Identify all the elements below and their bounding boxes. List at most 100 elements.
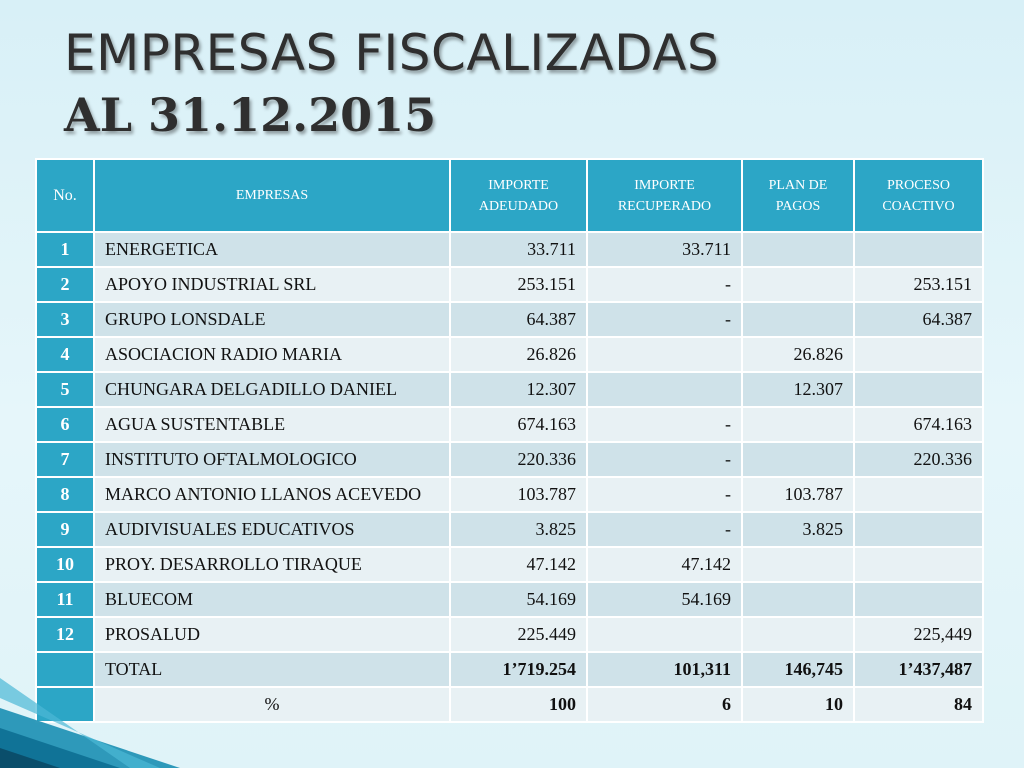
total-label: TOTAL — [93, 651, 451, 688]
row-no: 12 — [35, 616, 95, 653]
row-importe-adeudado: 47.142 — [449, 546, 588, 583]
row-plan-de-pagos: 3.825 — [741, 511, 855, 548]
row-importe-adeudado: 64.387 — [449, 301, 588, 338]
header-plan-de-pagos-line2: PAGOS — [775, 198, 821, 214]
title-line-2: AL 31.12.2015 — [64, 88, 437, 142]
row-importe-adeudado: 33.711 — [449, 231, 588, 268]
row-plan-de-pagos — [741, 266, 855, 303]
row-proceso-coactivo: 253.151 — [853, 266, 984, 303]
row-plan-de-pagos: 12.307 — [741, 371, 855, 408]
header-empresas: EMPRESAS — [93, 158, 451, 233]
row-plan-de-pagos — [741, 616, 855, 653]
table-row: 1 ENERGETICA 33.711 33.711 — [35, 231, 984, 268]
row-plan-de-pagos — [741, 231, 855, 268]
row-empresa: MARCO ANTONIO LLANOS ACEVEDO — [93, 476, 451, 513]
row-importe-adeudado: 26.826 — [449, 336, 588, 373]
row-no: 7 — [35, 441, 95, 478]
table-row: 8 MARCO ANTONIO LLANOS ACEVEDO 103.787-103… — [35, 476, 984, 513]
row-no: 5 — [35, 371, 95, 408]
title-line-1: EMPRESAS FISCALIZADAS — [64, 24, 720, 82]
slide-title: EMPRESAS FISCALIZADAS AL 31.12.2015 — [64, 22, 719, 146]
table-row: 11 BLUECOM 54.169 54.169 — [35, 581, 984, 618]
row-proceso-coactivo: 674.163 — [853, 406, 984, 443]
total-proceso: 1’437,487 — [853, 651, 984, 688]
total-plan: 146,745 — [741, 651, 855, 688]
row-proceso-coactivo — [853, 511, 984, 548]
row-importe-recuperado: - — [586, 301, 743, 338]
row-proceso-coactivo: 225,449 — [853, 616, 984, 653]
row-proceso-coactivo — [853, 231, 984, 268]
row-importe-recuperado: - — [586, 476, 743, 513]
row-plan-de-pagos — [741, 546, 855, 583]
table-body: 1 ENERGETICA 33.711 33.711 2 APOYO INDUSTRIAL… — [35, 231, 984, 723]
table-row: 6 AGUA SUSTENTABLE 674.163-674.163 — [35, 406, 984, 443]
row-no: 10 — [35, 546, 95, 583]
row-no: 1 — [35, 231, 95, 268]
row-proceso-coactivo — [853, 476, 984, 513]
header-plan-de-pagos: PLAN DE PAGOS — [741, 158, 855, 233]
table-header-row: No. EMPRESAS IMPORTE ADEUDADO IMPORTE RE… — [35, 158, 984, 233]
row-plan-de-pagos: 103.787 — [741, 476, 855, 513]
percent-no-cell — [35, 686, 95, 723]
table-row: 2 APOYO INDUSTRIAL SRL 253.151-253.151 — [35, 266, 984, 303]
row-empresa: AUDIVISUALES EDUCATIVOS — [93, 511, 451, 548]
row-plan-de-pagos — [741, 441, 855, 478]
row-importe-recuperado — [586, 336, 743, 373]
percent-recuperado: 6 — [586, 686, 743, 723]
table-row: 9 AUDIVISUALES EDUCATIVOS 3.825-3.825 — [35, 511, 984, 548]
row-empresa: GRUPO LONSDALE — [93, 301, 451, 338]
percent-adeudado: 100 — [449, 686, 588, 723]
row-importe-recuperado: - — [586, 441, 743, 478]
percent-label: % — [93, 686, 451, 723]
row-importe-adeudado: 3.825 — [449, 511, 588, 548]
row-plan-de-pagos — [741, 581, 855, 618]
row-importe-recuperado: 54.169 — [586, 581, 743, 618]
row-no: 3 — [35, 301, 95, 338]
row-importe-recuperado — [586, 616, 743, 653]
row-proceso-coactivo — [853, 336, 984, 373]
row-importe-recuperado: - — [586, 266, 743, 303]
header-proceso-coactivo-line1: PROCESO — [886, 177, 951, 193]
row-empresa: ENERGETICA — [93, 231, 451, 268]
table-row: 4 ASOCIACION RADIO MARIA 26.826 26.826 — [35, 336, 984, 373]
header-importe-recuperado-line2: RECUPERADO — [617, 198, 712, 214]
total-no-cell — [35, 651, 95, 688]
row-empresa: PROY. DESARROLLO TIRAQUE — [93, 546, 451, 583]
percent-row: % 100 6 10 84 — [35, 686, 984, 723]
row-importe-adeudado: 103.787 — [449, 476, 588, 513]
row-no: 8 — [35, 476, 95, 513]
header-importe-adeudado: IMPORTE ADEUDADO — [449, 158, 588, 233]
row-importe-recuperado: 47.142 — [586, 546, 743, 583]
header-no: No. — [35, 158, 95, 233]
row-proceso-coactivo: 64.387 — [853, 301, 984, 338]
row-empresa: APOYO INDUSTRIAL SRL — [93, 266, 451, 303]
row-empresa: PROSALUD — [93, 616, 451, 653]
row-importe-adeudado: 220.336 — [449, 441, 588, 478]
total-row: TOTAL 1’719.254 101,311 146,745 1’437,48… — [35, 651, 984, 688]
percent-plan: 10 — [741, 686, 855, 723]
row-no: 11 — [35, 581, 95, 618]
row-plan-de-pagos — [741, 406, 855, 443]
header-importe-adeudado-line1: IMPORTE — [488, 177, 549, 193]
total-recuperado: 101,311 — [586, 651, 743, 688]
header-importe-adeudado-line2: ADEUDADO — [478, 198, 559, 214]
header-proceso-coactivo-line2: COACTIVO — [882, 198, 955, 214]
row-empresa: ASOCIACION RADIO MARIA — [93, 336, 451, 373]
row-proceso-coactivo — [853, 581, 984, 618]
row-importe-adeudado: 674.163 — [449, 406, 588, 443]
header-plan-de-pagos-line1: PLAN DE — [768, 177, 828, 193]
row-plan-de-pagos: 26.826 — [741, 336, 855, 373]
row-importe-adeudado: 225.449 — [449, 616, 588, 653]
header-proceso-coactivo: PROCESO COACTIVO — [853, 158, 984, 233]
header-importe-recuperado-line1: IMPORTE — [634, 177, 695, 193]
row-importe-adeudado: 12.307 — [449, 371, 588, 408]
table-row: 7 INSTITUTO OFTALMOLOGICO 220.336-220.336 — [35, 441, 984, 478]
row-importe-adeudado: 253.151 — [449, 266, 588, 303]
row-importe-recuperado — [586, 371, 743, 408]
row-proceso-coactivo — [853, 546, 984, 583]
row-no: 2 — [35, 266, 95, 303]
row-no: 9 — [35, 511, 95, 548]
row-empresa: INSTITUTO OFTALMOLOGICO — [93, 441, 451, 478]
row-importe-recuperado: - — [586, 406, 743, 443]
row-importe-recuperado: - — [586, 511, 743, 548]
